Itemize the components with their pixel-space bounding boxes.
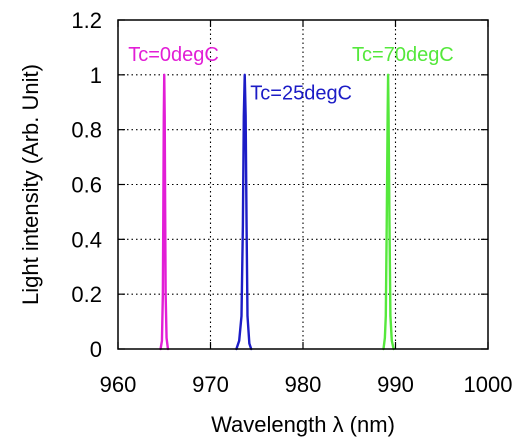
y-tick-label: 0.2 [71, 282, 102, 307]
series-line-0 [159, 73, 170, 351]
series-label-0: Tc=0degC [128, 44, 219, 66]
x-tick-label: 970 [192, 372, 229, 397]
y-tick-label: 1.2 [71, 8, 102, 33]
series-line-2 [382, 73, 395, 351]
x-axis-label: Wavelength λ (nm) [211, 412, 395, 437]
x-tick-label: 1000 [464, 372, 513, 397]
series-line-1 [235, 73, 253, 351]
y-tick-label: 0.6 [71, 173, 102, 198]
y-tick-label: 0 [90, 337, 102, 362]
y-tick-labels: 0 0.2 0.4 0.6 0.8 1 1.2 [71, 8, 102, 362]
x-tick-labels: 960 970 980 990 1000 [100, 372, 513, 397]
grid [118, 20, 488, 349]
x-tick-label: 980 [285, 372, 322, 397]
series-label-1: Tc=25degC [250, 83, 352, 105]
y-axis-label: Light intensity (Arb. Unit) [18, 64, 43, 305]
series-label-2: Tc=70degC [352, 44, 454, 66]
y-tick-label: 0.4 [71, 227, 102, 252]
ticks [117, 19, 489, 350]
y-tick-label: 1 [90, 63, 102, 88]
series-group [159, 73, 395, 351]
x-tick-label: 990 [377, 372, 414, 397]
x-tick-label: 960 [100, 372, 137, 397]
y-tick-label: 0.8 [71, 118, 102, 143]
